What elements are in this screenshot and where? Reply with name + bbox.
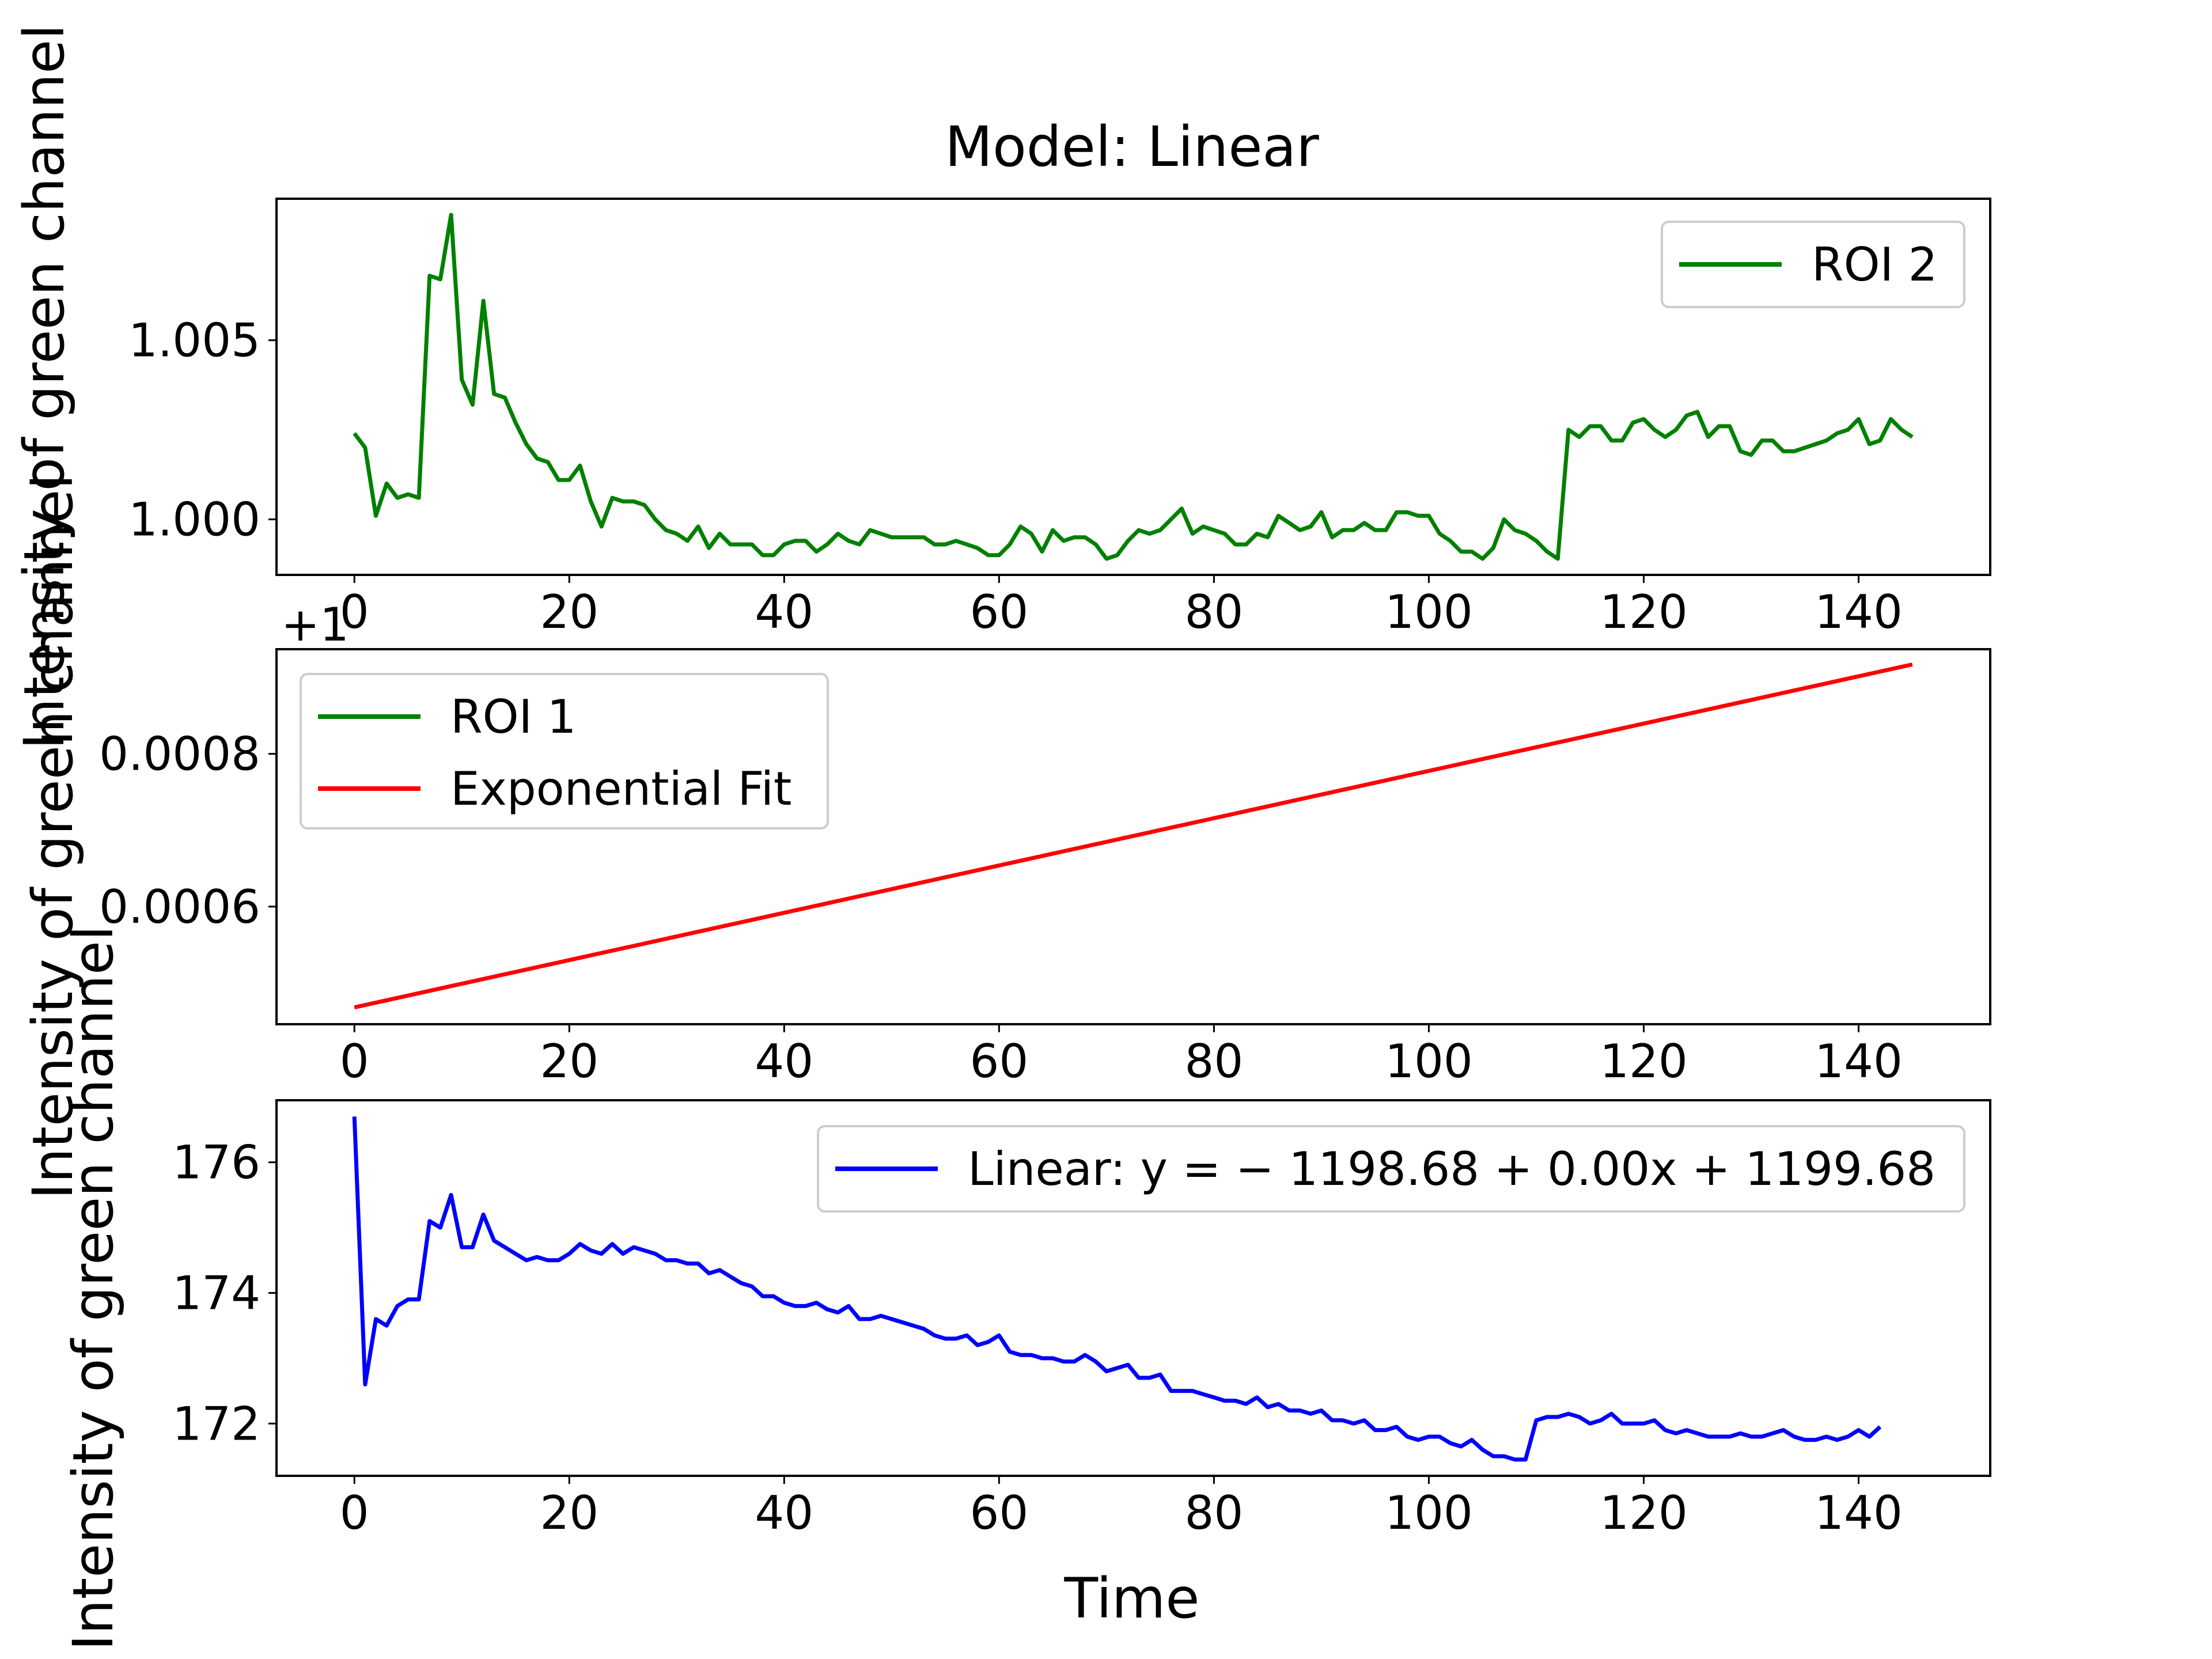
legend-label: Exponential Fit xyxy=(450,762,791,816)
series-line-2-2 xyxy=(354,662,1913,1010)
figure-title: Model: Linear xyxy=(945,115,1319,179)
y-axis-label: Intensity of green channel xyxy=(21,474,85,1199)
panel-3: 0 20 40 60 80 100 120 140 172 174 176 Intensity of … xyxy=(61,925,1991,1651)
legend-box xyxy=(1661,221,1965,308)
legend-1: ROI 2 xyxy=(1661,221,1965,308)
x-tick-label: 40 xyxy=(755,585,813,639)
panel-2: 0 20 40 60 80 100 120 140 0.0006 0.0008 Intensity … xyxy=(21,474,1991,1199)
legend-label: ROI 1 xyxy=(450,690,576,744)
x-tick-label: 20 xyxy=(540,585,599,639)
legend-label: ROI 2 xyxy=(1812,238,1937,291)
y-tick-label: 0.0008 xyxy=(99,728,260,781)
x-tick-label: 100 xyxy=(1385,1486,1473,1540)
x-tick-label: 40 xyxy=(755,1035,813,1088)
series-line-3-1 xyxy=(352,1116,1882,1462)
legend-2: ROI 1 Exponential Fit xyxy=(300,673,829,830)
y-axis-label: Intensity of green channel xyxy=(61,925,126,1650)
y-tick-label: 176 xyxy=(172,1136,260,1190)
x-tick-label: 120 xyxy=(1600,585,1688,639)
x-tick-label: 80 xyxy=(1184,1486,1243,1540)
y-tick-label: 1.005 xyxy=(128,314,260,368)
series-line-1-1 xyxy=(353,213,1914,561)
x-tick-label: 80 xyxy=(1184,1035,1243,1088)
x-tick-label: 0 xyxy=(340,1486,369,1540)
x-tick-label: 100 xyxy=(1385,1035,1473,1088)
x-tick-label: 0 xyxy=(340,585,369,639)
legend-box xyxy=(300,673,829,830)
y-tick-label: 172 xyxy=(172,1397,260,1450)
x-axis-label: Time xyxy=(1064,1566,1200,1631)
x-tick-label: 140 xyxy=(1815,1486,1903,1540)
x-tick-label: 80 xyxy=(1184,585,1243,639)
y-tick-label: 174 xyxy=(172,1267,260,1320)
x-tick-label: 140 xyxy=(1815,1035,1903,1088)
x-tick-label: 120 xyxy=(1600,1035,1688,1088)
x-tick-label: 140 xyxy=(1815,585,1903,639)
panels: 0 20 40 60 80 100 120 140 1.000 1.005 Intensity of… xyxy=(12,24,1991,1651)
axes-frame-3 xyxy=(275,1099,1991,1477)
x-tick-label: 100 xyxy=(1385,585,1473,639)
y-tick-label: 1.000 xyxy=(128,493,260,547)
legend-box xyxy=(817,1125,1965,1213)
axes-frame-2 xyxy=(275,648,1991,1025)
y-offset-text: +1 xyxy=(281,598,349,652)
y-tick-label: 0.0006 xyxy=(99,880,260,934)
x-tick-label: 0 xyxy=(340,1035,369,1088)
x-tick-label: 60 xyxy=(969,1035,1028,1088)
x-tick-label: 60 xyxy=(969,1486,1028,1540)
x-tick-label: 60 xyxy=(969,585,1028,639)
panel-1: 0 20 40 60 80 100 120 140 1.000 1.005 Intensity of… xyxy=(12,24,1991,749)
y-axis-label: Intensity of green channel xyxy=(12,24,77,749)
x-tick-label: 120 xyxy=(1600,1486,1688,1540)
legend-label: Linear: y = − 1198.68 + 0.00x + 1199.68 xyxy=(968,1142,1936,1196)
x-tick-label: 40 xyxy=(755,1486,813,1540)
x-tick-label: 20 xyxy=(540,1035,599,1088)
x-tick-label: 20 xyxy=(540,1486,599,1540)
axes-frame-1 xyxy=(275,198,1991,576)
legend-3: Linear: y = − 1198.68 + 0.00x + 1199.68 xyxy=(817,1125,1965,1213)
